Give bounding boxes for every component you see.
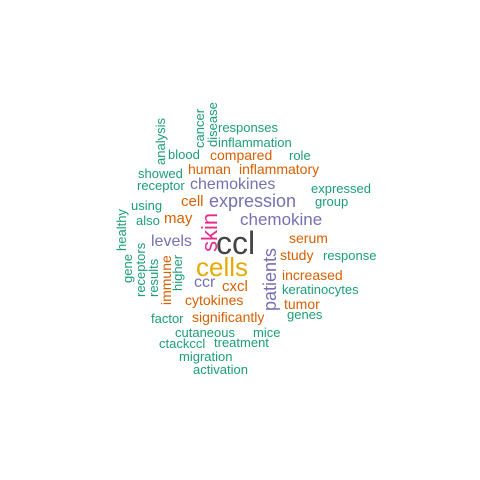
- word-human: human: [188, 161, 231, 177]
- word-disease: disease: [205, 102, 220, 147]
- word-role: role: [289, 148, 311, 163]
- word-skin: skin: [197, 212, 222, 252]
- word-significantly: significantly: [192, 309, 265, 325]
- word-results: results: [146, 258, 161, 297]
- word-cells: cells: [196, 252, 249, 282]
- word-ctackccl: ctackccl: [159, 336, 206, 351]
- word-cell: cell: [181, 193, 204, 210]
- word-serum: serum: [289, 230, 328, 246]
- word-expression: expression: [209, 191, 297, 211]
- word-mice: mice: [253, 325, 281, 340]
- word-receptor: receptor: [137, 178, 185, 193]
- word-factor: factor: [151, 311, 184, 326]
- word-activation: activation: [193, 362, 248, 377]
- word-cxcl: cxcl: [222, 278, 248, 295]
- word-healthy: healthy: [114, 209, 129, 251]
- word-migration: migration: [179, 349, 233, 364]
- word-increased: increased: [282, 267, 343, 283]
- word-analysis: analysis: [153, 118, 168, 165]
- word-cutaneous: cutaneous: [175, 325, 235, 340]
- word-treatment: treatment: [214, 335, 269, 350]
- word-also: also: [136, 213, 160, 228]
- word-chemokines: chemokines: [190, 176, 276, 193]
- word-levels: levels: [151, 233, 192, 250]
- word-ccl: ccl: [216, 225, 256, 261]
- word-tumor: tumor: [284, 296, 320, 312]
- word-chemokine: chemokine: [240, 210, 323, 229]
- word-inflammation: inflammation: [218, 135, 292, 150]
- word-may: may: [164, 210, 193, 227]
- word-keratinocytes: keratinocytes: [282, 282, 359, 297]
- word-responses: responses: [218, 120, 278, 135]
- word-study: study: [280, 247, 314, 263]
- word-inflammatory: inflammatory: [239, 161, 320, 177]
- word-response: response: [323, 248, 377, 263]
- word-group: group: [315, 194, 349, 209]
- word-patients: patients: [260, 247, 280, 311]
- word-showed: showed: [138, 166, 183, 181]
- word-expressed: expressed: [311, 181, 371, 196]
- word-compared: compared: [210, 147, 273, 163]
- word-higher: higher: [170, 254, 185, 291]
- word-ccr: ccr: [194, 274, 216, 291]
- word-using: using: [131, 198, 163, 213]
- word-genes: genes: [287, 307, 323, 322]
- word-cytokines: cytokines: [185, 292, 244, 308]
- word-blood: blood: [168, 147, 200, 162]
